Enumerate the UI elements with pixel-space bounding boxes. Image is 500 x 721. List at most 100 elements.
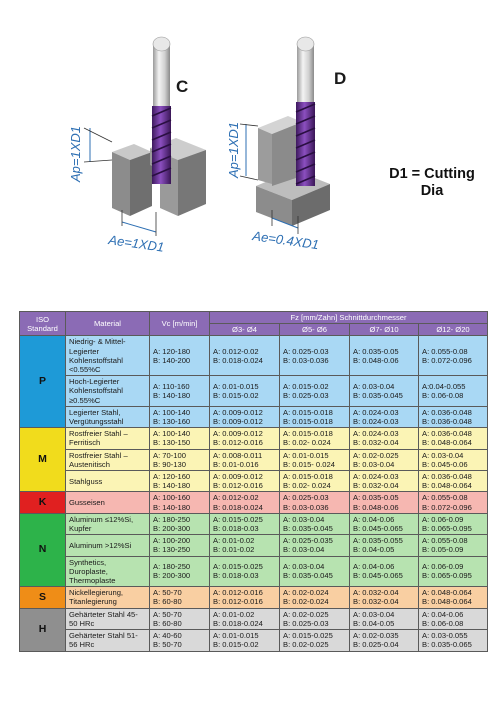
value-a: A: 0.036-0.048 xyxy=(422,472,472,482)
value-b: B: 0.01-0.016 xyxy=(213,459,259,469)
material-cell: Stahlguss xyxy=(65,470,150,493)
value-b: B: 0.032-0.04 xyxy=(353,438,399,448)
d4-cell: A: 0.055-0.08 B: 0.072-0.096 xyxy=(418,491,488,514)
d4-cell: A: 0.036-0.048 B: 0.048-0.064 xyxy=(418,427,488,450)
value-a: A: 0.025-0.035 xyxy=(283,536,333,546)
table-row: M Rostfreier Stahl – Ferritisch A: 100-140… xyxy=(19,427,488,493)
d4-cell: A: 0.048-0.064 B: 0.048-0.064 xyxy=(418,586,488,609)
d1-cell: A: 0.009-0.012 B: 0.012-0.016 xyxy=(209,470,280,493)
value-b: B: 0.032-0.04 xyxy=(353,597,399,607)
iso-cell-h: H xyxy=(19,607,66,652)
d1-cell: A: 0.01-0.02 B: 0.018-0.024 xyxy=(209,607,280,631)
value-b: B: 0.02-0.025 xyxy=(283,640,329,650)
d4-cell: A: 0.06-0.09 B: 0.065-0.095 xyxy=(418,555,488,588)
vc-cell: A: 100-140 B: 130-150 xyxy=(149,427,210,450)
value-b: B: 0.035-0.065 xyxy=(422,640,472,650)
value-a: A: 0.015-0.02 xyxy=(283,381,329,391)
value-a: A: 0.055-0.08 xyxy=(422,536,468,546)
d1-cell: A: 0.015-0.025 B: 0.018-0.03 xyxy=(209,555,280,588)
d2-cell: A: 0.01-0.015 B: 0.015- 0.024 xyxy=(279,448,350,472)
value-a: A: 0.01-0.015 xyxy=(213,631,259,641)
value-a: A: 0.024-0.03 xyxy=(353,407,399,417)
d3-cell: A: 0.035-0.055 B: 0.04-0.05 xyxy=(349,534,419,557)
label-d: D xyxy=(334,69,346,88)
value-a: A: 100-140 xyxy=(153,407,191,417)
material-cell: Nickellegierung, Titanlegierung xyxy=(65,586,150,609)
value-a: A: 0.048-0.064 xyxy=(422,588,472,598)
value-b: B: 0.025-0.03 xyxy=(283,391,329,401)
value-a: A: 0.032-0.04 xyxy=(353,588,399,598)
d4-cell: A: 0.036-0.048 B: 0.036-0.048 xyxy=(418,405,488,429)
d4-cell: A: 0.055-0.08 B: 0.05-0.09 xyxy=(418,534,488,557)
value-a: A: 180-250 xyxy=(153,562,191,572)
value-b: B: 0.048-0.064 xyxy=(422,438,472,448)
material-cell: Rostfreier Stahl – Austenitisch xyxy=(65,448,150,472)
value-a: A: 0.03-0.04 xyxy=(283,562,325,572)
d2-cell: A: 0.02-0.024 B: 0.02-0.024 xyxy=(279,586,350,609)
material-cell: Gehärteter Stahl 51-56 HRc xyxy=(65,629,150,652)
value-b: B: 0.03-0.04 xyxy=(283,545,325,555)
value-b: B: 0.072-0.096 xyxy=(422,355,472,365)
d1-cell: A: 0.01-0.015 B: 0.015-0.02 xyxy=(209,375,280,407)
value-b: B: 130-160 xyxy=(153,417,191,427)
value-b: B: 0.018-0.03 xyxy=(213,571,259,581)
left-ap-label: Ap=1XD1 xyxy=(68,126,83,183)
value-b: B: 0.02-0.024 xyxy=(283,597,329,607)
value-a: A: 0.01-0.02 xyxy=(213,536,255,546)
value-a: A: 100-160 xyxy=(153,493,191,503)
d1-cell: A: 0.008-0.011 B: 0.01-0.016 xyxy=(209,448,280,472)
value-b: B: 130-150 xyxy=(153,438,191,448)
material-cell: Legierter Stahl, Vergütungsstahl xyxy=(65,405,150,429)
value-b: B: 90-130 xyxy=(153,459,186,469)
d2-cell: A: 0.015-0.02 B: 0.025-0.03 xyxy=(279,375,350,407)
value-a: A: 0.055-0.08 xyxy=(422,346,468,356)
value-b: B: 0.024-0.03 xyxy=(353,417,399,427)
value-a: A: 0.055-0.08 xyxy=(422,493,468,503)
material-cell: Niedrig- & Mittel-Legierter Kohlenstoffs… xyxy=(65,335,150,377)
value-b: B: 200-300 xyxy=(153,571,191,581)
value-b: B: 0.012-0.016 xyxy=(213,481,263,491)
table-row: Rostfreier Stahl – Austenitisch A: 70-100… xyxy=(20,448,488,472)
vc-cell: A: 100-200 B: 130-250 xyxy=(149,534,210,557)
value-b: B: 0.048-0.06 xyxy=(353,355,399,365)
iso-cell-s: S xyxy=(19,586,66,609)
d4-cell: A: 0.03-0.04 B: 0.045-0.06 xyxy=(418,448,488,472)
header-fz: Fz [mm/Zahn] Schnittdurchmesser xyxy=(209,310,488,325)
value-a: A: 100-140 xyxy=(153,429,191,439)
value-b: B: 0.04-0.05 xyxy=(353,618,395,628)
value-a: A: 120-160 xyxy=(153,472,191,482)
value-b: B: 0.025-0.04 xyxy=(353,640,399,650)
value-b: B: 0.048-0.06 xyxy=(353,502,399,512)
d3-cell: A: 0.04-0.06 B: 0.045-0.065 xyxy=(349,512,419,536)
d1-cell: A: 0.012-0.02 B: 0.018-0.024 xyxy=(209,335,280,377)
value-a: A:0.04-0.055 xyxy=(422,381,466,391)
value-a: A: 0.024-0.03 xyxy=(353,429,399,439)
material-cell: Aluminum ≤12%Si, Kupfer xyxy=(65,512,150,536)
value-a: A: 100-200 xyxy=(153,536,191,546)
value-a: A: 180-250 xyxy=(153,514,191,524)
table-body: P Niedrig- & Mittel-Legierter Kohlenstoff… xyxy=(19,335,488,652)
value-a: A: 0.01-0.015 xyxy=(213,381,259,391)
value-a: A: 0.008-0.011 xyxy=(213,450,263,460)
table-row: Stahlguss A: 120-160 B: 140-180 A: 0.009-0.… xyxy=(20,470,488,493)
vc-cell: A: 180-250 B: 200-300 xyxy=(149,512,210,536)
material-cell: Aluminum >12%Si xyxy=(65,534,150,557)
value-b: B: 0.018-0.03 xyxy=(213,524,259,534)
value-b: B: 0.045-0.06 xyxy=(422,459,468,469)
value-b: B: 0.06-0.08 xyxy=(422,391,464,401)
d3-cell: A: 0.03-0.04 B: 0.04-0.05 xyxy=(349,607,419,631)
value-b: B: 130-250 xyxy=(153,545,191,555)
header-vc: Vc [m/min] xyxy=(149,310,210,337)
value-a: A: 0.02-0.025 xyxy=(353,450,399,460)
d3-cell: A: 0.035-0.05 B: 0.048-0.06 xyxy=(349,335,419,377)
d2-cell: A: 0.03-0.04 B: 0.035-0.045 xyxy=(279,555,350,588)
value-b: B: 0.015-0.02 xyxy=(213,391,259,401)
value-a: A: 0.04-0.06 xyxy=(353,562,395,572)
value-b: B: 0.048-0.064 xyxy=(422,597,472,607)
table-row: Hoch-Legierter Kohlenstoffstahl ≥0.55%C A… xyxy=(20,375,488,407)
value-a: A: 0.015-0.025 xyxy=(213,514,263,524)
value-a: A: 0.04-0.06 xyxy=(422,609,464,619)
d3-cell: A: 0.024-0.03 B: 0.024-0.03 xyxy=(349,405,419,429)
value-b: B: 200-300 xyxy=(153,524,191,534)
d2-cell: A: 0.025-0.03 B: 0.03-0.036 xyxy=(279,491,350,514)
